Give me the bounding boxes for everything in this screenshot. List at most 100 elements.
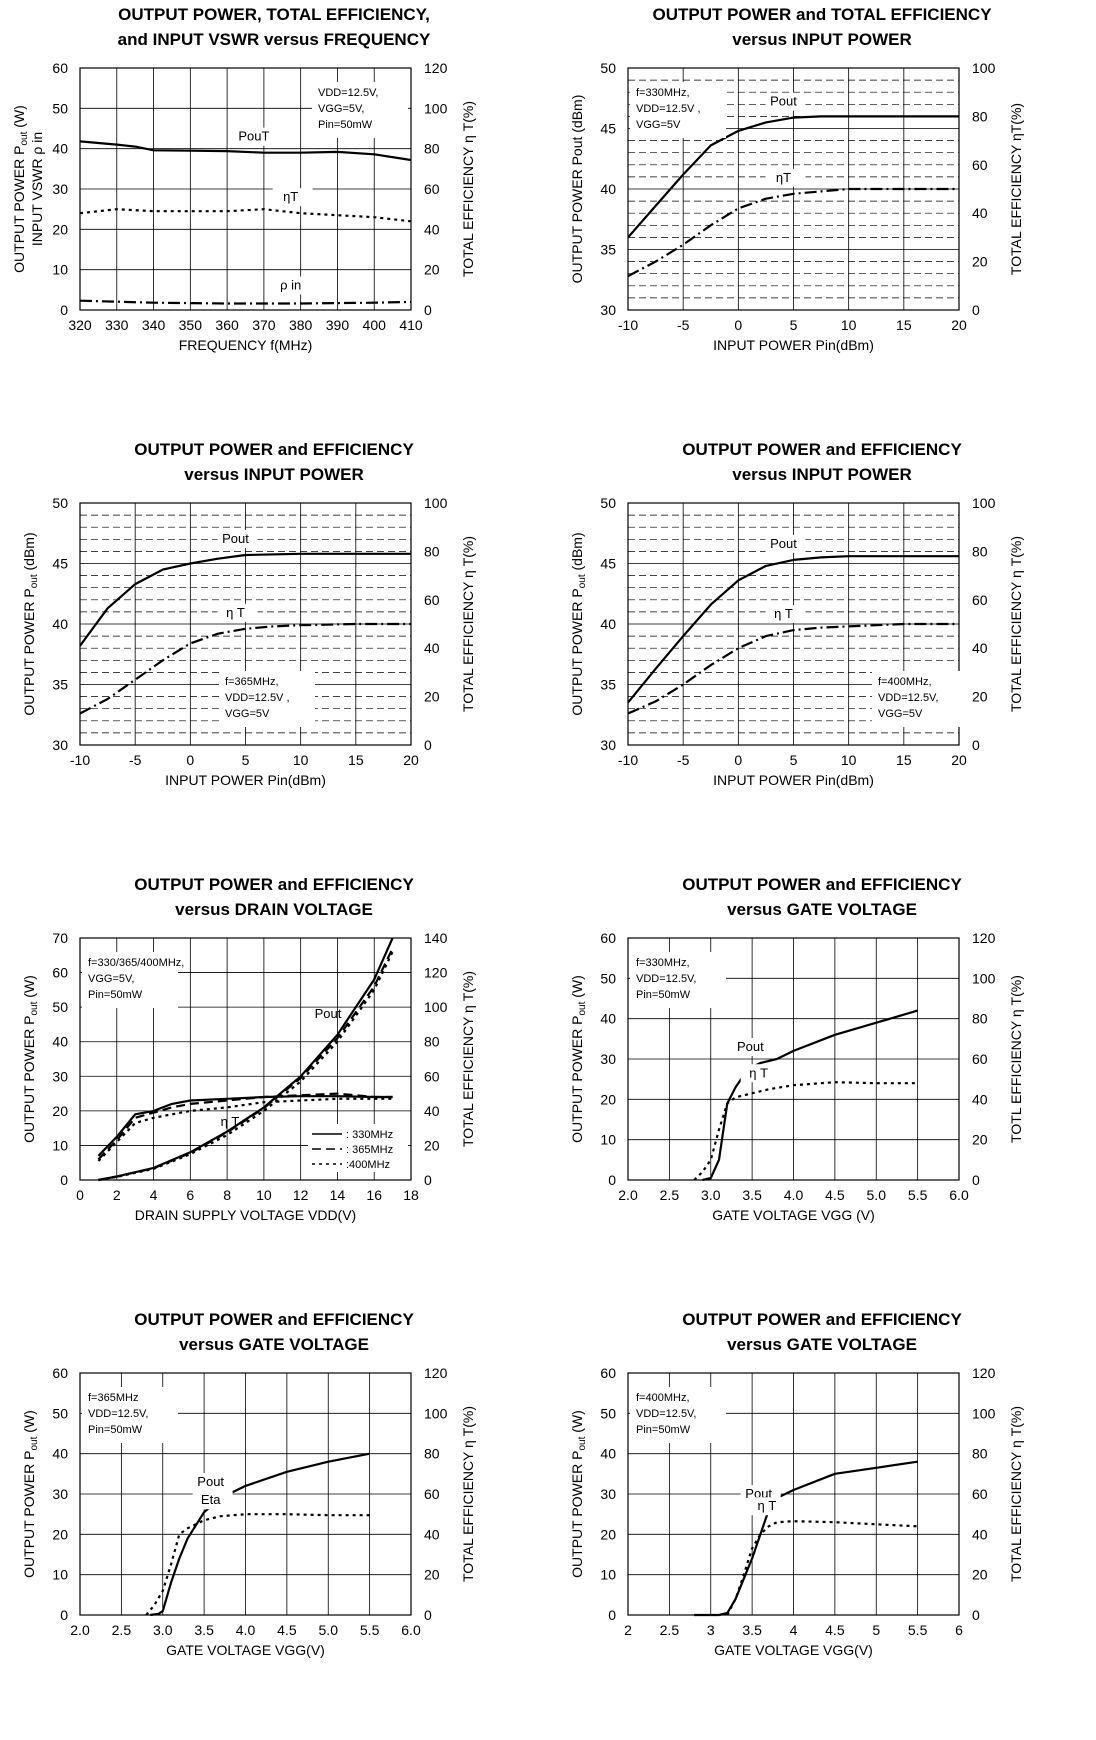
x-tick-label: 320 bbox=[68, 317, 92, 333]
y-axis-title-part: out bbox=[577, 1436, 588, 1450]
y-tick-label: 60 bbox=[600, 1365, 616, 1381]
y-axis-title-secondary: INPUT VSWR ρ in bbox=[29, 132, 45, 246]
y-tick-label: 10 bbox=[52, 1137, 68, 1153]
y2-tick-label: 120 bbox=[972, 930, 996, 946]
x-tick-label: 360 bbox=[215, 317, 239, 333]
y-axis-title-part: (W) bbox=[21, 975, 37, 1001]
y2-tick-label: 40 bbox=[972, 640, 988, 656]
y2-axis-title: TOTAL EFFICIENCY η T(%) bbox=[460, 971, 476, 1147]
y-tick-label: 45 bbox=[52, 556, 68, 572]
x-tick-label: -10 bbox=[70, 752, 90, 768]
plot-frame bbox=[627, 1372, 960, 1616]
series-label-bg bbox=[765, 168, 806, 187]
y-axis-title: OUTPUT POWER Pout (W) bbox=[569, 975, 588, 1143]
x-tick-label: 3.5 bbox=[742, 1622, 762, 1638]
x-tick-label: 4.5 bbox=[825, 1187, 845, 1203]
y-tick-label: 50 bbox=[52, 999, 68, 1015]
y2-tick-label: 100 bbox=[972, 60, 996, 76]
legend-label: :400MHz bbox=[346, 1159, 390, 1171]
y2-tick-label: 20 bbox=[972, 254, 988, 270]
chart-svg: 2.0 2.5 3.0 3.5 4.0 4.5 5.0 5.5 6.00102030405060… bbox=[21, 1365, 476, 1658]
conditions-box bbox=[312, 82, 408, 138]
y2-tick-label: 0 bbox=[972, 1607, 980, 1623]
y-axis-title-part: out bbox=[19, 131, 30, 145]
y-tick-label: 0 bbox=[608, 1172, 616, 1188]
condition-text: VDD=12.5V , bbox=[225, 692, 290, 704]
condition-text: Pin=50mW bbox=[88, 1424, 143, 1436]
chart-title-line: versus DRAIN VOLTAGE bbox=[175, 900, 373, 919]
y-axis-title-part: out bbox=[29, 1436, 40, 1450]
y-axis-title-part: out bbox=[29, 1001, 40, 1015]
y2-axis-title: TOTAL EFFICIENCY η T(%) bbox=[460, 1406, 476, 1582]
conditions-box bbox=[82, 952, 178, 1008]
y-tick-label: 50 bbox=[600, 495, 616, 511]
chart-svg: -10 -5 0 5 10 15 20 30 35 40 45 50 0 20 40 60 80 100 INPUT… bbox=[569, 60, 1024, 353]
series-line-365mhz bbox=[97, 1092, 393, 1161]
plot-frame bbox=[79, 937, 412, 1181]
series-line-pout bbox=[702, 1009, 918, 1182]
x-tick-label: 6.0 bbox=[949, 1187, 969, 1203]
y2-tick-label: 0 bbox=[424, 1607, 432, 1623]
x-tick-label: 4.0 bbox=[784, 1187, 804, 1203]
chart-panel: OUTPUT POWER and EFFICIENCY versus DRAIN … bbox=[0, 870, 548, 1305]
y2-tick-label: 20 bbox=[972, 1567, 988, 1583]
x-tick-label: 2.5 bbox=[660, 1622, 680, 1638]
y2-tick-label: 80 bbox=[424, 1034, 440, 1050]
y2-tick-label: 40 bbox=[424, 1103, 440, 1119]
y-axis-title-part: (W) bbox=[21, 1410, 37, 1436]
x-tick-label: 390 bbox=[326, 317, 350, 333]
chart-title-line: versus GATE VOLTAGE bbox=[179, 1335, 369, 1354]
y2-tick-label: 60 bbox=[972, 592, 988, 608]
y-axis-title: OUTPUT POWER Pout (dBm) bbox=[569, 95, 585, 284]
condition-text: VDD=12.5V, bbox=[878, 692, 938, 704]
condition-text: VDD=12.5V , bbox=[636, 103, 701, 115]
chart-title-line: OUTPUT POWER and TOTAL EFFICIENCY bbox=[652, 5, 992, 24]
y-tick-label: 60 bbox=[52, 1365, 68, 1381]
y-tick-label: 35 bbox=[600, 242, 616, 258]
series-line-ηt bbox=[80, 622, 411, 715]
chart-panel: OUTPUT POWER and EFFICIENCY versus GATE V… bbox=[0, 1305, 548, 1740]
chart-title-line: OUTPUT POWER and EFFICIENCY bbox=[134, 1310, 414, 1329]
x-axis-title: INPUT POWER Pin(dBm) bbox=[713, 772, 874, 788]
y-tick-label: 30 bbox=[52, 1068, 68, 1084]
x-axis-title: GATE VOLTAGE VGG(V) bbox=[166, 1642, 325, 1658]
y2-axis-title: TOTAL EFFICIENCY ηT(%) bbox=[1008, 103, 1024, 275]
chart-title-line: versus GATE VOLTAGE bbox=[727, 900, 917, 919]
x-tick-label: 2.0 bbox=[70, 1622, 90, 1638]
series-label: η T bbox=[774, 606, 793, 621]
y-axis-title-part: (W) bbox=[569, 1410, 585, 1436]
y-tick-label: 30 bbox=[600, 1486, 616, 1502]
y-tick-label: 50 bbox=[52, 1405, 68, 1421]
series-label-bg bbox=[192, 1473, 233, 1492]
y2-tick-label: 0 bbox=[972, 302, 980, 318]
condition-text: Pin=50mW bbox=[88, 989, 143, 1001]
y-tick-label: 45 bbox=[600, 556, 616, 572]
y-tick-label: 10 bbox=[52, 1567, 68, 1583]
y-tick-label: 0 bbox=[60, 302, 68, 318]
chart-svg: 0 2 4 6 8 10 12 14 16 18 0 10 20 30 40 50 60 70 0 20 40 60 80 1… bbox=[21, 930, 476, 1223]
x-tick-label: 5 bbox=[790, 752, 798, 768]
y-axis-title-part: out bbox=[577, 1001, 588, 1015]
x-tick-label: 2 bbox=[624, 1622, 632, 1638]
chart-title-line: and INPUT VSWR versus FREQUENCY bbox=[117, 30, 431, 49]
x-tick-label: 0 bbox=[76, 1187, 84, 1203]
y-tick-label: 70 bbox=[52, 930, 68, 946]
y-tick-label: 60 bbox=[600, 930, 616, 946]
y2-tick-label: 60 bbox=[972, 157, 988, 173]
y-tick-label: 40 bbox=[600, 181, 616, 197]
x-axis-title: INPUT POWER Pin(dBm) bbox=[713, 337, 874, 353]
y-tick-label: 40 bbox=[52, 141, 68, 157]
y-tick-label: 40 bbox=[600, 1446, 616, 1462]
series-label-bg bbox=[217, 530, 258, 549]
series-line-pout bbox=[694, 1460, 918, 1617]
x-axis-title: INPUT POWER Pin(dBm) bbox=[165, 772, 326, 788]
x-tick-label: 3 bbox=[707, 1622, 715, 1638]
series-line-pout bbox=[80, 140, 411, 162]
series-line-ηt bbox=[628, 187, 959, 278]
chart-panel: OUTPUT POWER and TOTAL EFFICIENCY versus … bbox=[548, 0, 1096, 435]
x-tick-label: 20 bbox=[403, 752, 419, 768]
x-tick-label: 330 bbox=[105, 317, 129, 333]
x-tick-label: 5.5 bbox=[908, 1187, 928, 1203]
y-tick-label: 30 bbox=[600, 737, 616, 753]
y-tick-label: 20 bbox=[52, 221, 68, 237]
